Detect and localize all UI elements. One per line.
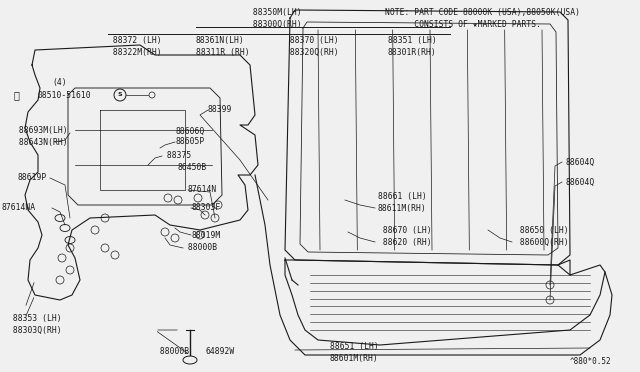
Text: 88601M(RH): 88601M(RH) — [330, 353, 379, 362]
Text: 88303Q(RH): 88303Q(RH) — [8, 326, 61, 334]
Text: 88661 (LH): 88661 (LH) — [378, 192, 427, 202]
Text: 88370 (LH): 88370 (LH) — [285, 36, 339, 45]
Text: 88303F: 88303F — [191, 203, 220, 212]
Text: 88019M: 88019M — [191, 231, 220, 240]
Text: 88605P: 88605P — [175, 138, 204, 147]
Text: 08510-51610: 08510-51610 — [38, 90, 92, 99]
Text: (4): (4) — [52, 78, 67, 87]
Text: 88350M(LH): 88350M(LH) — [248, 9, 301, 17]
Text: 87614N: 87614N — [188, 186, 217, 195]
Text: 88604Q: 88604Q — [565, 157, 595, 167]
Text: 88620 (RH): 88620 (RH) — [378, 237, 431, 247]
Text: 88643N(RH): 88643N(RH) — [14, 138, 68, 147]
Text: CONSISTS OF ★MARKED PARTS.: CONSISTS OF ★MARKED PARTS. — [385, 20, 541, 29]
Text: 88600Q(RH): 88600Q(RH) — [515, 237, 568, 247]
Text: 88670 (LH): 88670 (LH) — [378, 227, 431, 235]
Text: 87614NA: 87614NA — [2, 203, 36, 212]
Text: NOTE: PART CODE 88000K (USA),88050K(USA): NOTE: PART CODE 88000K (USA),88050K(USA) — [385, 8, 580, 17]
Text: S: S — [118, 93, 122, 97]
Text: 88604Q: 88604Q — [565, 177, 595, 186]
Text: 88650 (LH): 88650 (LH) — [515, 227, 568, 235]
Text: 88651 (LH): 88651 (LH) — [330, 343, 379, 352]
Text: 64892W: 64892W — [205, 347, 234, 356]
Text: Ⓢ: Ⓢ — [14, 90, 20, 100]
Text: 86450B: 86450B — [178, 164, 207, 173]
Text: 88300Q(RH): 88300Q(RH) — [248, 19, 301, 29]
Text: 88000B: 88000B — [183, 244, 217, 253]
Text: 88606Q: 88606Q — [175, 126, 204, 135]
Text: 88375: 88375 — [162, 151, 191, 160]
Text: 88399: 88399 — [208, 106, 232, 115]
Text: 88322M(RH): 88322M(RH) — [108, 48, 162, 57]
Text: 88372 (LH): 88372 (LH) — [108, 36, 162, 45]
Text: 88311R (RH): 88311R (RH) — [196, 48, 250, 57]
Text: 88351 (LH): 88351 (LH) — [388, 36, 436, 45]
Text: ^880*0.52: ^880*0.52 — [570, 357, 612, 366]
Text: 88320Q(RH): 88320Q(RH) — [285, 48, 339, 57]
Text: 88361N(LH): 88361N(LH) — [196, 36, 244, 45]
Text: 88353 (LH): 88353 (LH) — [8, 314, 61, 323]
Text: 88693M(LH): 88693M(LH) — [14, 126, 68, 135]
Text: 88611M(RH): 88611M(RH) — [378, 203, 427, 212]
Text: 88000B: 88000B — [155, 347, 189, 356]
Text: 88301R(RH): 88301R(RH) — [388, 48, 436, 57]
Text: 88619P: 88619P — [18, 173, 47, 183]
